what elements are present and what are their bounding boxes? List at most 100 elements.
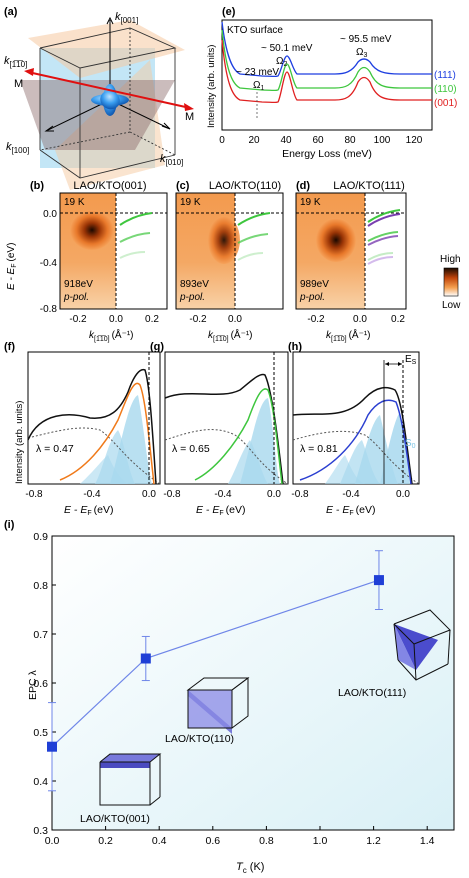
- k001-label: k[001]: [115, 11, 138, 25]
- arpes-spot-c: [208, 216, 240, 264]
- e-curve-110: [221, 29, 432, 92]
- edc-xlabel-g: E - EF (eV): [196, 504, 245, 517]
- edc-xtick: -0.8: [291, 489, 309, 500]
- arpes-xlabel-c: k[1̅1̅0] (Å⁻¹): [208, 328, 253, 343]
- k100-label: k[100]: [6, 141, 29, 155]
- cube-110-icon: [186, 677, 250, 734]
- x-tick-label: 1.2: [366, 835, 381, 847]
- m-right-label: M: [185, 111, 194, 123]
- panel-c-title: LAO/KTO(110): [209, 180, 281, 192]
- x-tick-label: 0.2: [98, 835, 113, 847]
- arpes-xtick: -0.2: [189, 314, 207, 325]
- arpes-row: (b) LAO/KTO(001) 19 K 918eV p-pol. (c) L…: [6, 180, 461, 343]
- y-tick-label: 0.7: [33, 629, 48, 641]
- edc-xtick: -0.8: [25, 489, 43, 500]
- edc-xtick: -0.8: [163, 489, 181, 500]
- panel-d: (d) LAO/KTO(111) 19 K 989eV p-pol.: [295, 180, 407, 310]
- e-xtick: 100: [374, 135, 391, 146]
- annotation-111: LAO/KTO(111): [338, 687, 406, 699]
- panel-b-label: (b): [30, 180, 44, 192]
- plane-orange-2: [55, 60, 165, 190]
- panel-b: (b) LAO/KTO(001) 19 K 918eV p-pol.: [30, 180, 168, 310]
- edc-h: ES S0 λ = 0.81: [292, 351, 420, 485]
- e-xtick: 120: [406, 135, 423, 146]
- pol-b: p-pol.: [63, 292, 89, 303]
- x-tick-label: 1.4: [420, 835, 435, 847]
- colorbar-high: High: [440, 254, 461, 265]
- k010-label: k[010]: [160, 153, 183, 167]
- plot-area: [51, 535, 455, 831]
- data-point: [47, 741, 57, 752]
- e-xtick: 80: [344, 135, 356, 146]
- x-tick-label: 0.6: [205, 835, 220, 847]
- arpes-xtick: 0.2: [391, 314, 405, 325]
- x-tick-label: 1.0: [313, 835, 328, 847]
- temp-d: 19 K: [300, 197, 321, 208]
- i-ylabel: EPC λ: [27, 669, 39, 700]
- panel-b-title: LAO/KTO(001): [73, 180, 146, 192]
- e-peak1-omega: Ω1: [253, 80, 264, 92]
- arpes-yticks: 0.0 -0.4 -0.8: [40, 209, 58, 315]
- cube-edges: [39, 27, 177, 179]
- lambda-f: λ = 0.47: [36, 443, 74, 455]
- colorbar-low: Low: [442, 300, 461, 311]
- arpes-ylabel: E - EF(eV): [6, 243, 18, 290]
- bands-b: [119, 212, 153, 259]
- bands-d: [367, 209, 401, 265]
- pol-c: p-pol.: [179, 292, 205, 303]
- e-legend-110: (110): [434, 84, 457, 95]
- edc-xlabel-h: E - EF (eV): [326, 504, 375, 517]
- i-xlabel: Tc (K): [236, 861, 264, 875]
- e-curve-001: [221, 39, 432, 104]
- data-point: [140, 653, 151, 664]
- es-label: ES: [405, 354, 417, 366]
- y-tick-label: 0.8: [33, 580, 48, 592]
- annotation-110: LAO/KTO(110): [165, 733, 234, 745]
- e-xtick: 20: [248, 135, 260, 146]
- e-xtick: 0: [219, 135, 225, 146]
- arpes-ytick: 0.0: [43, 209, 57, 220]
- panel-h-label: (h): [288, 341, 302, 353]
- arpes-xtick: 0.0: [353, 314, 367, 325]
- edc-xtick: -0.4: [214, 489, 232, 500]
- e-curve-111: [221, 21, 432, 78]
- e-title: KTO surface: [227, 25, 283, 36]
- edc-xtick: -0.4: [83, 489, 101, 500]
- edc-f: λ = 0.47: [27, 351, 161, 485]
- s0-label: S0: [405, 438, 416, 450]
- x-tick-label: 0.0: [45, 835, 60, 847]
- lambda-h: λ = 0.81: [300, 443, 338, 455]
- plane-gray: [20, 80, 175, 150]
- panel-d-label: (d): [296, 180, 310, 192]
- panel-c: (c) LAO/KTO(110) 19 K 893eV p-pol.: [175, 180, 284, 310]
- panel-f-label: (f): [4, 341, 15, 353]
- temp-c: 19 K: [180, 197, 201, 208]
- gamma-m-arrow: [24, 68, 194, 111]
- data-point: [373, 575, 384, 586]
- panel-e-label: (e): [222, 6, 236, 18]
- edc-xtick: 0.0: [396, 489, 410, 500]
- y-tick-label: 0.5: [33, 727, 48, 739]
- panel-a-label: (a): [4, 6, 18, 18]
- panel-e: (e) KTO surface ~ 23 meV Ω1 ~ 50.1 meV Ω…: [206, 6, 457, 160]
- arpes-ytick: -0.8: [40, 304, 58, 315]
- panel-c-label: (c): [176, 180, 190, 192]
- edc-row: (f) (g) (h) λ = 0.47 λ = 0.65: [4, 341, 420, 517]
- edc-ylabel: Intensity (arb. units): [14, 401, 25, 484]
- arpes-xlabel-b: k[1̅1̅0] (Å⁻¹): [89, 328, 134, 343]
- edc-xtick: 0.0: [142, 489, 156, 500]
- e-legend-001: (001): [434, 98, 457, 109]
- e-peak2: ~ 50.1 meV: [261, 43, 313, 54]
- arpes-xtick: -0.2: [307, 314, 325, 325]
- arpes-xtick: -0.2: [69, 314, 87, 325]
- edc-xlabel-f: E - EF (eV): [64, 504, 113, 517]
- edc-xtick: 0.0: [267, 489, 281, 500]
- e-legend-111: (111): [434, 70, 456, 81]
- edc-xtick: -0.4: [342, 489, 360, 500]
- lambda-g: λ = 0.65: [172, 443, 210, 455]
- x-tick-label: 0.4: [152, 835, 167, 847]
- arpes-xticks: -0.2 0.0 0.2 -0.2 0.0 -0.2 0.0 0.2: [69, 314, 405, 325]
- e-peak1: ~ 23 meV: [236, 67, 279, 78]
- energy-c: 893eV: [180, 279, 209, 290]
